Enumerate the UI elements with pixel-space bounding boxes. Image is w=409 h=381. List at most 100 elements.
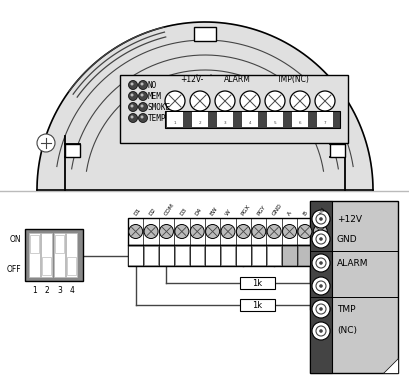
Circle shape [140,93,143,96]
Bar [65,144,80,157]
Circle shape [164,91,184,111]
Text: 3: 3 [57,286,62,295]
Text: W: W [225,210,232,217]
Text: 1k: 1k [252,301,262,309]
Bar [25,229,83,281]
Circle shape [140,104,143,107]
Circle shape [140,83,143,85]
Circle shape [264,91,284,111]
Bar [190,246,204,265]
Text: B: B [301,211,308,217]
Bar [216,112,232,127]
Bar [55,235,64,253]
Text: (NC): (NC) [336,327,356,336]
Text: 6: 6 [298,121,301,125]
Circle shape [130,115,133,118]
Circle shape [289,91,309,111]
Polygon shape [37,22,372,190]
Polygon shape [382,358,397,373]
Polygon shape [204,75,216,87]
Bar [329,144,344,157]
Bar [220,246,235,265]
Circle shape [205,224,219,239]
Circle shape [315,281,325,291]
Text: 4: 4 [70,286,74,295]
Circle shape [138,102,147,112]
Bar [251,246,265,265]
Circle shape [144,224,158,239]
Circle shape [319,237,322,241]
Text: EW: EW [209,207,218,217]
Circle shape [190,224,204,239]
Circle shape [311,322,329,340]
Circle shape [315,214,325,224]
Bar [30,235,39,253]
Bar [266,112,282,127]
Text: 1: 1 [32,286,37,295]
Circle shape [311,254,329,272]
Text: TMP: TMP [336,304,355,314]
Circle shape [138,80,147,90]
Text: D2: D2 [148,207,157,217]
Circle shape [220,224,234,239]
Circle shape [140,115,143,118]
Text: 3: 3 [223,121,226,125]
Circle shape [267,224,281,239]
Bar [120,75,347,143]
Bar [193,27,216,41]
Bar [166,112,182,127]
Text: D1: D1 [132,208,141,217]
Bar [239,277,274,289]
Circle shape [319,261,322,265]
Text: COM: COM [163,203,175,217]
Circle shape [319,307,322,311]
Text: MEM: MEM [148,91,162,101]
Bar [159,246,173,265]
Text: +U: +U [317,207,326,217]
Text: ON: ON [9,234,21,243]
Circle shape [314,91,334,111]
Text: GND: GND [336,234,357,243]
Polygon shape [191,75,202,87]
Circle shape [130,93,133,96]
Text: A: A [286,211,292,217]
Bar [128,218,327,245]
Text: OFF: OFF [7,264,21,274]
Circle shape [130,83,133,85]
Circle shape [319,284,322,288]
Circle shape [159,224,173,239]
Bar [241,112,257,127]
Bar [236,246,250,265]
Circle shape [311,277,329,295]
Text: PGY: PGY [255,205,266,217]
Bar [67,257,76,275]
Text: D4: D4 [194,207,202,217]
Text: 2: 2 [45,286,49,295]
Circle shape [319,217,322,221]
Text: PGX: PGX [240,204,251,217]
Bar [164,111,339,128]
Text: GND: GND [270,203,282,217]
Bar [66,233,77,277]
Text: +12V-: +12V- [180,75,203,83]
Circle shape [189,91,209,111]
Circle shape [138,114,147,123]
Text: 1: 1 [173,121,176,125]
Text: SMOKE: SMOKE [148,102,171,112]
Bar [41,233,52,277]
Circle shape [128,224,142,239]
Bar [266,246,281,265]
Text: TEMP: TEMP [148,114,166,123]
Bar [309,201,397,373]
Circle shape [315,326,325,336]
Circle shape [315,234,325,244]
Circle shape [282,224,296,239]
Text: ALARM: ALARM [223,75,250,83]
Circle shape [311,230,329,248]
Bar [291,112,307,127]
Circle shape [315,258,325,268]
Circle shape [214,91,234,111]
Bar [144,246,158,265]
Bar [282,246,296,265]
Text: 7: 7 [323,121,326,125]
